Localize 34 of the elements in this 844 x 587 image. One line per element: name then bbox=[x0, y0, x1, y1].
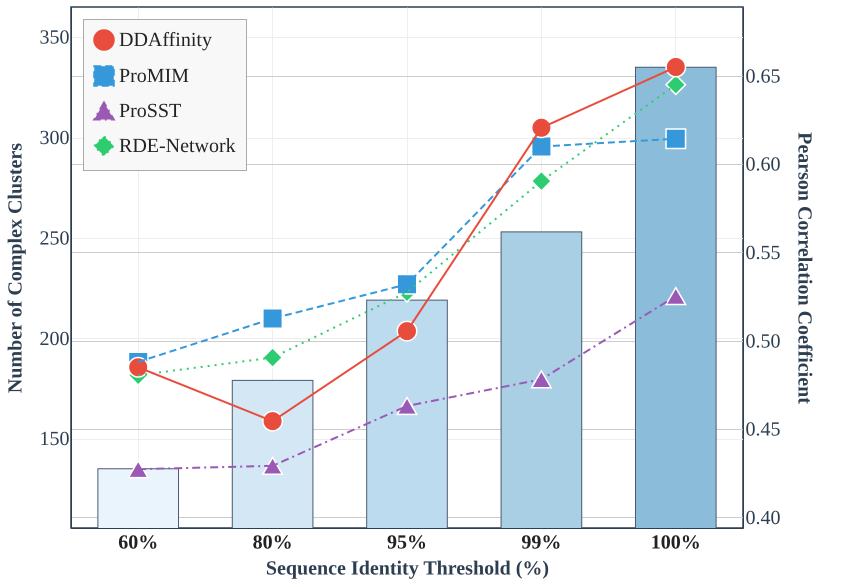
point bbox=[665, 56, 686, 78]
point bbox=[128, 460, 149, 478]
y2-tick-label: 0.60 bbox=[746, 154, 780, 176]
x-tick-label: 100% bbox=[650, 532, 701, 554]
x-tick-label: 99% bbox=[521, 532, 562, 554]
y2-tick-label: 0.45 bbox=[746, 418, 780, 441]
point bbox=[262, 456, 284, 476]
y2-tick-label: 0.40 bbox=[746, 506, 780, 529]
legend-label: ProSST bbox=[119, 100, 182, 122]
x-tick-label: 60% bbox=[118, 532, 158, 554]
point bbox=[262, 347, 284, 368]
point bbox=[665, 286, 686, 306]
y-tick-label: 150 bbox=[40, 428, 70, 450]
y-tick-label: 250 bbox=[40, 227, 70, 250]
legend-label: ProMIM bbox=[119, 65, 190, 87]
y2-axis-title: Pearson Correlation Coefficient bbox=[794, 132, 816, 404]
x-axis-title: Sequence Identity Threshold (%) bbox=[266, 558, 550, 580]
legend-label: DDAffinity bbox=[119, 29, 212, 51]
y-tick-label: 300 bbox=[40, 127, 70, 149]
point bbox=[396, 274, 418, 295]
y2-tick-label: 0.50 bbox=[746, 330, 780, 352]
y-axis-title: Number of Complex Clusters bbox=[4, 142, 26, 394]
point bbox=[665, 128, 686, 150]
x-tick-label: 80% bbox=[252, 532, 293, 554]
point bbox=[530, 370, 552, 388]
y2-tick-label: 0.55 bbox=[746, 242, 780, 264]
point bbox=[262, 308, 284, 330]
y2-tick-label: 0.65 bbox=[746, 65, 780, 88]
x-tick-label: 95% bbox=[387, 532, 427, 554]
y-tick-label: 350 bbox=[40, 26, 70, 49]
legend-label: RDE-Network bbox=[119, 135, 236, 157]
point bbox=[396, 396, 418, 416]
point bbox=[530, 170, 552, 192]
y-tick-label: 200 bbox=[40, 328, 70, 350]
